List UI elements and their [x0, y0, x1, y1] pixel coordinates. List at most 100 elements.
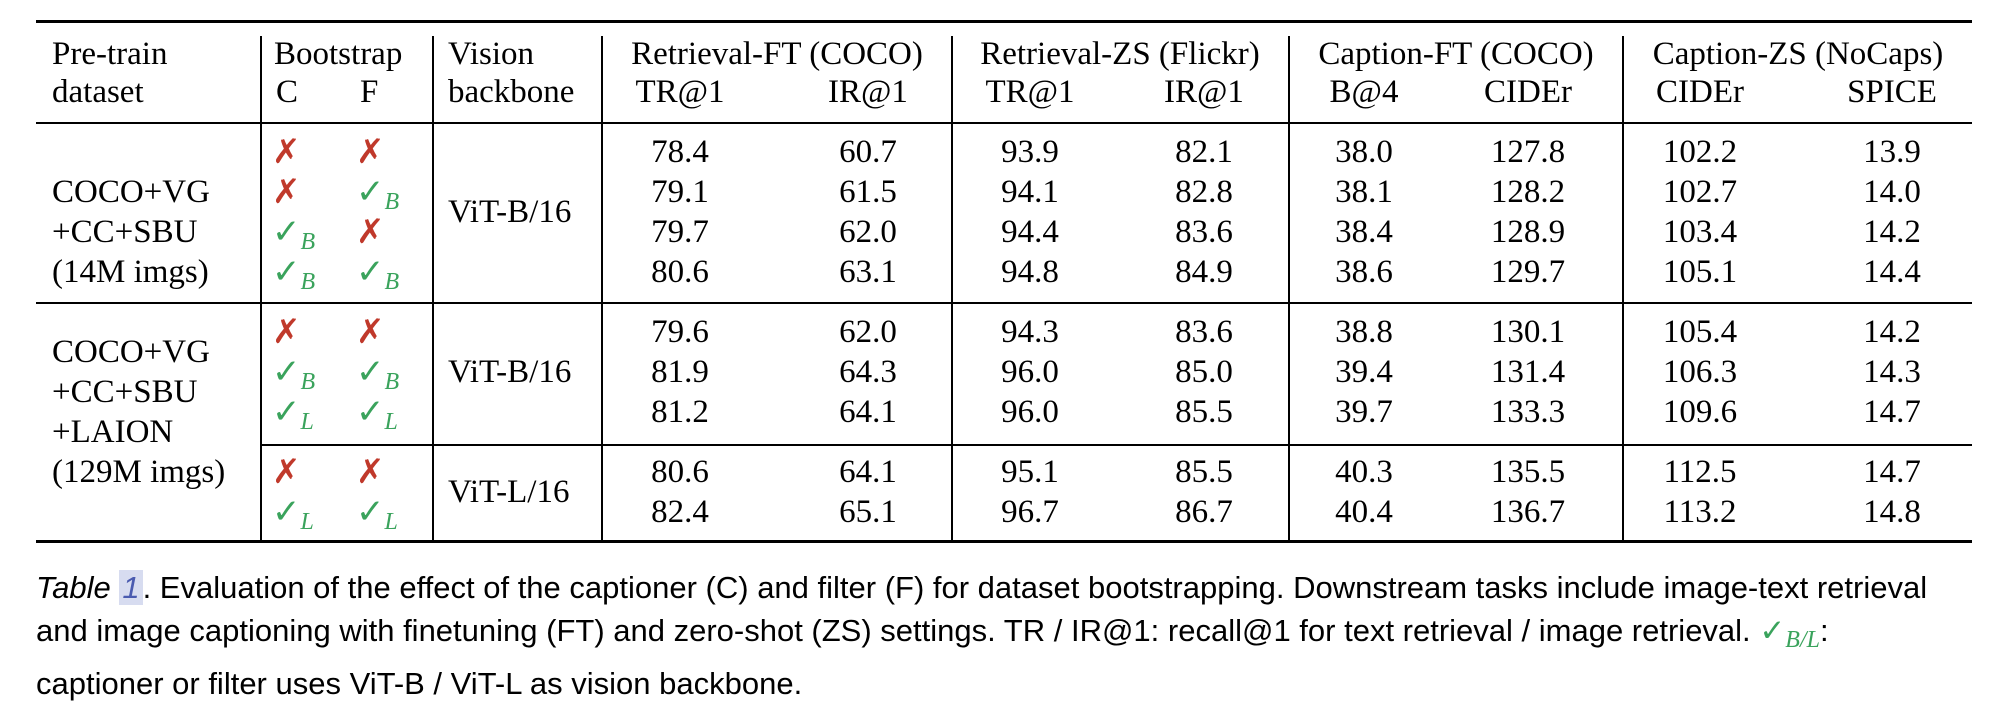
dataset-line: +CC+SBU	[52, 214, 198, 250]
check-glyph: ✓	[272, 212, 301, 252]
check-glyph: ✓	[356, 172, 385, 212]
table-cell: 94.3	[1001, 314, 1059, 350]
table-cell: 62.0	[839, 214, 897, 250]
backbone-vit-b16: ViT-B/16	[448, 354, 572, 390]
col-divider-3	[601, 36, 603, 540]
check-glyph: ✓	[272, 492, 301, 532]
cross-mark-icon: ✗	[356, 132, 385, 172]
table-caption: Table 1. Evaluation of the effect of the…	[36, 566, 1976, 705]
check-mark-icon: ✓B	[272, 212, 315, 262]
backbone-subscript: B	[384, 369, 400, 395]
table-cell: 135.5	[1490, 454, 1566, 490]
table-cell: 128.9	[1490, 214, 1566, 250]
check-mark-icon: ✓L	[272, 392, 314, 442]
check-mark-icon: ✓L	[356, 392, 398, 442]
cross-mark-icon: ✗	[356, 212, 385, 252]
backbone-subscript: B	[384, 269, 400, 295]
table-cell: 113.2	[1663, 494, 1737, 530]
header-vision-line2: backbone	[448, 74, 575, 110]
table-cell: 130.1	[1490, 314, 1566, 350]
table-cell: 81.2	[651, 394, 709, 430]
backbone-subscript: B	[300, 369, 316, 395]
top-rule	[36, 20, 1972, 23]
header-group-caption-ft: Caption-FT (COCO)	[1318, 36, 1594, 72]
check-glyph: ✓	[356, 252, 385, 292]
table-cell: 106.3	[1662, 354, 1738, 390]
backbone-subscript: L	[300, 509, 314, 535]
check-mark-icon: ✓B/L	[1759, 613, 1820, 653]
table-cell: 93.9	[1001, 134, 1059, 170]
table-cell: 129.7	[1490, 254, 1566, 290]
header-group-retrieval-ft: Retrieval-FT (COCO)	[631, 36, 923, 72]
cross-mark-icon: ✗	[356, 312, 385, 352]
caption-line-1: Table 1. Evaluation of the effect of the…	[36, 566, 1976, 609]
caption-table-number-link[interactable]: 1	[119, 570, 143, 605]
check-glyph: ✓	[356, 492, 385, 532]
dataset-line: (14M imgs)	[52, 254, 209, 290]
table-cell: 40.3	[1335, 454, 1393, 490]
table-cell: 79.7	[651, 214, 709, 250]
check-glyph: ✓	[356, 352, 385, 392]
table-cell: 82.1	[1175, 134, 1233, 170]
table-cell: 38.1	[1335, 174, 1393, 210]
check-mark-icon: ✓L	[272, 492, 314, 542]
table-cell: 14.7	[1863, 394, 1921, 430]
table-cell: 84.9	[1175, 254, 1233, 290]
dataset-line: +LAION	[52, 414, 174, 450]
table-cell: 14.4	[1863, 254, 1921, 290]
check-glyph: ✓	[272, 392, 301, 432]
dataset-line: COCO+VG	[52, 174, 210, 210]
metric-header: TR@1	[985, 74, 1075, 110]
table-cell: 102.2	[1662, 134, 1738, 170]
header-pretrain-line2: dataset	[52, 74, 144, 110]
table-cell: 14.0	[1863, 174, 1921, 210]
cross-mark-icon: ✗	[272, 452, 301, 492]
caption-line-3: captioner or filter uses ViT-B / ViT-L a…	[36, 662, 1976, 705]
table-cell: 14.3	[1863, 354, 1921, 390]
check-mark-icon: ✓L	[356, 492, 398, 542]
cross-mark-icon: ✗	[356, 452, 385, 492]
col-divider-2	[432, 36, 434, 540]
dataset-line: (129M imgs)	[52, 454, 226, 490]
table-cell: 63.1	[839, 254, 897, 290]
backbone-subscript: L	[384, 409, 398, 435]
backbone-subscript: B	[300, 269, 316, 295]
header-vision-line1: Vision	[448, 36, 535, 72]
table-cell: 133.3	[1490, 394, 1566, 430]
backbone-vit-b16: ViT-B/16	[448, 194, 572, 230]
table-cell: 127.8	[1490, 134, 1566, 170]
col-divider-5	[1288, 36, 1290, 540]
table-cell: 14.8	[1863, 494, 1921, 530]
table-cell: 13.9	[1863, 134, 1921, 170]
table-cell: 86.7	[1175, 494, 1233, 530]
check-mark-icon: ✓B	[272, 352, 315, 402]
header-bootstrap-c: C	[276, 74, 299, 110]
table-cell: 109.6	[1662, 394, 1738, 430]
table-cell: 62.0	[839, 314, 897, 350]
col-divider-6	[1622, 36, 1624, 540]
metric-header: IR@1	[1164, 74, 1244, 110]
caption-line-2: and image captioning with finetuning (FT…	[36, 609, 1976, 662]
table-cell: 38.6	[1335, 254, 1393, 290]
caption-text: :	[1819, 613, 1829, 648]
cross-mark-icon: ✗	[272, 312, 301, 352]
cross-mark-icon: ✗	[272, 172, 301, 212]
table-cell: 96.0	[1001, 354, 1059, 390]
table-cell: 78.4	[651, 134, 709, 170]
backbone-subscript: B	[300, 229, 316, 255]
bottom-rule	[36, 540, 1972, 543]
table-cell: 94.8	[1001, 254, 1059, 290]
caption-text: and image captioning with finetuning (FT…	[36, 613, 1751, 648]
table-cell: 61.5	[839, 174, 897, 210]
table-cell: 60.7	[839, 134, 897, 170]
table-cell: 105.1	[1662, 254, 1738, 290]
table-cell: 79.6	[651, 314, 709, 350]
check-mark-icon: ✓B	[356, 252, 399, 302]
table-cell: 85.5	[1175, 394, 1233, 430]
backbone-subscript: L	[384, 509, 398, 535]
check-glyph: ✓	[1759, 613, 1786, 649]
header-group-retrieval-zs: Retrieval-ZS (Flickr)	[980, 36, 1260, 72]
laion-subgroup-rule	[262, 444, 1972, 446]
table-cell: 38.4	[1335, 214, 1393, 250]
